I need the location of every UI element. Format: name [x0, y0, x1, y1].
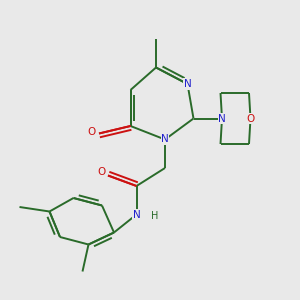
Text: H: H: [151, 211, 158, 221]
Text: N: N: [218, 113, 226, 124]
Text: N: N: [184, 79, 191, 89]
Text: O: O: [97, 167, 106, 177]
Text: O: O: [87, 127, 96, 137]
Text: O: O: [246, 113, 255, 124]
Text: N: N: [133, 209, 140, 220]
Text: N: N: [161, 134, 169, 145]
